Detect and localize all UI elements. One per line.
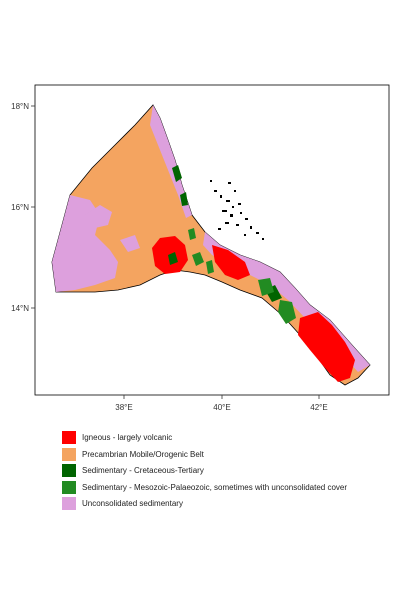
x-tick-label: 38°E: [115, 403, 132, 412]
legend-swatch: [62, 480, 76, 494]
legend-label: Precambrian Mobile/Orogenic Belt: [82, 449, 204, 459]
legend-label: Unconsolidated sedimentary: [82, 499, 183, 508]
map-legend: Igneous - largely volcanic Precambrian M…: [62, 430, 347, 513]
igneous-coastal-region: [212, 245, 250, 280]
unconsolidated-coast-north: [150, 105, 192, 218]
y-tick-label: 16°N: [11, 203, 29, 212]
legend-swatch: [62, 447, 76, 461]
y-tick-label: 18°N: [11, 102, 29, 111]
dahlak-islands: [210, 180, 264, 240]
y-axis: 18°N 16°N 14°N: [11, 102, 35, 313]
geology-map: 18°N 16°N 14°N 38°E 40°E 42°E: [11, 84, 390, 412]
x-tick-label: 40°E: [213, 403, 230, 412]
legend-swatch: [62, 464, 76, 477]
unconsolidated-west-patch: [70, 205, 140, 262]
legend-item-unconsolidated: Unconsolidated sedimentary: [62, 496, 347, 511]
unconsolidated-west-region: [52, 195, 118, 292]
legend-label: Sedimentary - Mesozoic-Palaeozoic, somet…: [82, 482, 348, 492]
x-tick-label: 42°E: [310, 403, 327, 412]
legend-label: Sedimentary - Cretaceous-Tertiary: [82, 466, 204, 475]
legend-swatch: [62, 497, 76, 510]
mesozoic-palaeozoic-region: [188, 228, 296, 324]
x-axis: 38°E 40°E 42°E: [115, 395, 328, 412]
y-tick-label: 14°N: [11, 304, 29, 313]
legend-item-mesozoic: Sedimentary - Mesozoic-Palaeozoic, somet…: [62, 480, 347, 495]
legend-item-cretaceous: Sedimentary - Cretaceous-Tertiary: [62, 463, 347, 478]
legend-item-igneous: Igneous - largely volcanic: [62, 430, 347, 445]
legend-item-precambrian: Precambrian Mobile/Orogenic Belt: [62, 447, 347, 462]
legend-label: Igneous - largely volcanic: [82, 433, 173, 442]
legend-swatch: [62, 431, 76, 444]
igneous-southeast-region: [298, 312, 355, 382]
